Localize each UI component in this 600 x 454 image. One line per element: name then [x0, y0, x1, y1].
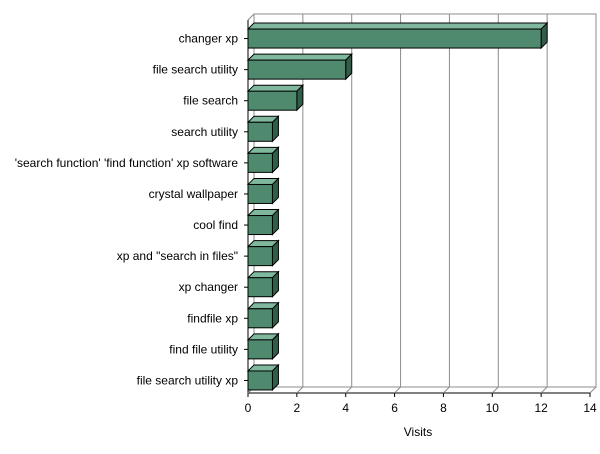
bar-front-face	[247, 339, 273, 360]
category-label: search utility	[171, 125, 238, 139]
floor-line	[296, 386, 304, 394]
bar-front-face	[247, 121, 273, 142]
bar	[246, 177, 280, 205]
bar	[246, 146, 280, 174]
bar-front-face	[247, 28, 542, 49]
bar-front-face	[247, 308, 273, 329]
bar-front-face	[247, 183, 273, 204]
bar-front-face	[247, 90, 298, 111]
x-tick-label: 2	[294, 401, 301, 415]
category-label: file search utility xp	[137, 373, 239, 387]
x-tick-label: 6	[391, 401, 398, 415]
bar	[246, 84, 305, 112]
x-axis-title: Visits	[404, 425, 432, 439]
category-labels: changer xp file search utility file search…	[15, 32, 248, 387]
x-tick-label: 8	[440, 401, 447, 415]
category-label: xp changer	[179, 280, 238, 294]
category-label: crystal wallpaper	[149, 187, 238, 201]
category-label: findfile xp	[187, 311, 238, 325]
bar	[246, 208, 280, 236]
x-tick-label: 14	[583, 401, 597, 415]
bar	[246, 239, 280, 267]
bar	[246, 52, 353, 81]
x-tick-label: 4	[342, 401, 349, 415]
floor-line	[443, 386, 450, 394]
bar-top-face	[246, 22, 549, 30]
x-tick-labels: 0 2 4 6 8 10 12 14	[245, 401, 597, 415]
bar-top-face	[246, 84, 305, 92]
bar-front-face	[247, 277, 273, 298]
bars	[246, 21, 549, 392]
floor-line	[589, 386, 597, 394]
category-label: file search	[183, 94, 238, 108]
bar-front-face	[247, 152, 273, 173]
bar-front-face	[247, 59, 347, 80]
bar	[246, 363, 280, 392]
floor-line	[491, 386, 499, 394]
category-label: changer xp	[179, 32, 239, 46]
category-label: find file utility	[169, 342, 238, 356]
bar	[246, 332, 280, 361]
category-label: cool find	[193, 218, 238, 232]
category-label: xp and "search in files"	[117, 249, 238, 263]
category-label: 'search function' 'find function' xp sof…	[15, 156, 239, 170]
bar-front-face	[247, 215, 273, 236]
bar-front-face	[247, 370, 273, 391]
depth-edge	[247, 13, 255, 21]
x-tick-label: 0	[245, 401, 252, 415]
bar	[246, 21, 549, 50]
category-label: file search utility	[153, 63, 238, 77]
bar-front-face	[247, 246, 273, 267]
floor-line	[394, 386, 401, 394]
bar-top-face	[246, 53, 353, 61]
x-tick-label: 12	[534, 401, 548, 415]
x-tick-label: 10	[486, 401, 500, 415]
floor-line	[345, 386, 353, 394]
bar	[246, 115, 280, 143]
bar	[246, 270, 280, 298]
floor-line	[540, 386, 548, 394]
bar	[246, 301, 280, 329]
